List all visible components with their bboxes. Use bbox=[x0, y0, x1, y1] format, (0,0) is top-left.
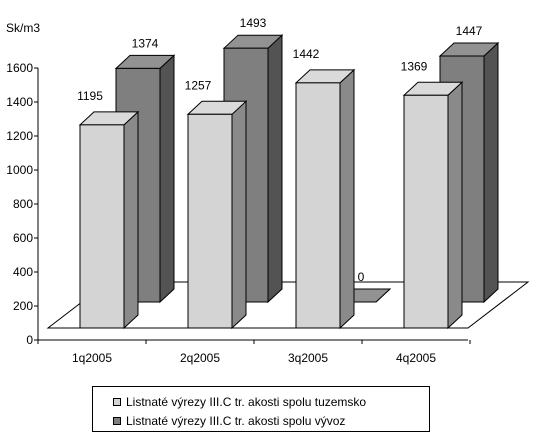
data-label-domestic-2q2005: 1257 bbox=[185, 78, 212, 92]
y-tick-label-1200: 1200 bbox=[6, 129, 33, 143]
data-label-export-1q2005: 1374 bbox=[132, 36, 159, 50]
data-label-export-4q2005: 1447 bbox=[456, 24, 483, 38]
bar-domestic-3q2005 bbox=[294, 68, 356, 330]
bar-domestic-4q2005 bbox=[402, 81, 464, 330]
bar-domestic-1q2005 bbox=[78, 110, 140, 330]
legend-label-export: Listnaté výrezy III.C tr. akosti spolu v… bbox=[126, 414, 346, 428]
y-tick-label-600: 600 bbox=[13, 231, 33, 245]
y-tick-label-400: 400 bbox=[13, 265, 33, 279]
bars bbox=[78, 34, 500, 330]
data-label-domestic-4q2005: 1369 bbox=[401, 59, 428, 73]
data-label-domestic-3q2005: 1442 bbox=[293, 47, 320, 61]
bar-export-2q2005-side bbox=[267, 34, 283, 304]
data-label-export-3q2005: 0 bbox=[358, 270, 365, 284]
y-tick-label-1000: 1000 bbox=[6, 163, 33, 177]
bar-domestic-2q2005-front bbox=[187, 113, 233, 329]
data-label-export-2q2005: 1493 bbox=[240, 16, 267, 30]
bar-export-1q2005-side bbox=[159, 54, 175, 304]
data-labels: 1374 1493 0 1447 1195 1257 1442 1369 bbox=[77, 16, 483, 284]
y-tick-label-1600: 1600 bbox=[6, 61, 33, 75]
legend-swatch-export bbox=[113, 417, 121, 425]
bar-domestic-3q2005-front bbox=[295, 82, 341, 329]
bar-domestic-3q2005-side bbox=[339, 68, 355, 330]
y-tick-label-0: 0 bbox=[26, 333, 33, 347]
chart-area: Sk/m3 0 200 400 600 800 1000 1200 1400 1600 1q200… bbox=[6, 16, 530, 365]
bar-domestic-4q2005-side bbox=[447, 81, 463, 330]
bar-domestic-1q2005-front bbox=[79, 124, 125, 329]
y-tick-label-200: 200 bbox=[13, 299, 33, 313]
legend-item-domestic: Listnaté výrezy III.C tr. akosti spolu t… bbox=[113, 395, 366, 409]
x-tick-label-2q2005: 2q2005 bbox=[180, 351, 220, 365]
bar-domestic-2q2005 bbox=[186, 100, 248, 330]
data-label-domestic-1q2005: 1195 bbox=[77, 89, 103, 103]
y-tick-label-800: 800 bbox=[13, 197, 33, 211]
y-tick-label-1400: 1400 bbox=[6, 95, 33, 109]
legend-swatch-domestic bbox=[113, 398, 121, 406]
x-tick-label-3q2005: 3q2005 bbox=[288, 351, 328, 365]
legend-label-domestic: Listnaté výrezy III.C tr. akosti spolu t… bbox=[126, 395, 367, 409]
x-tick-label-4q2005: 4q2005 bbox=[396, 351, 436, 365]
legend: Listnaté výrezy III.C tr. akosti spolu t… bbox=[92, 386, 430, 432]
bar-domestic-1q2005-side bbox=[123, 110, 139, 330]
bar-domestic-2q2005-side bbox=[231, 100, 247, 330]
bar-export-4q2005-side bbox=[483, 41, 499, 304]
legend-item-export: Listnaté výrezy III.C tr. akosti spolu v… bbox=[113, 414, 345, 428]
y-axis-label: Sk/m3 bbox=[6, 21, 40, 35]
bar-domestic-4q2005-front bbox=[403, 94, 449, 329]
x-tick-label-1q2005: 1q2005 bbox=[72, 351, 112, 365]
